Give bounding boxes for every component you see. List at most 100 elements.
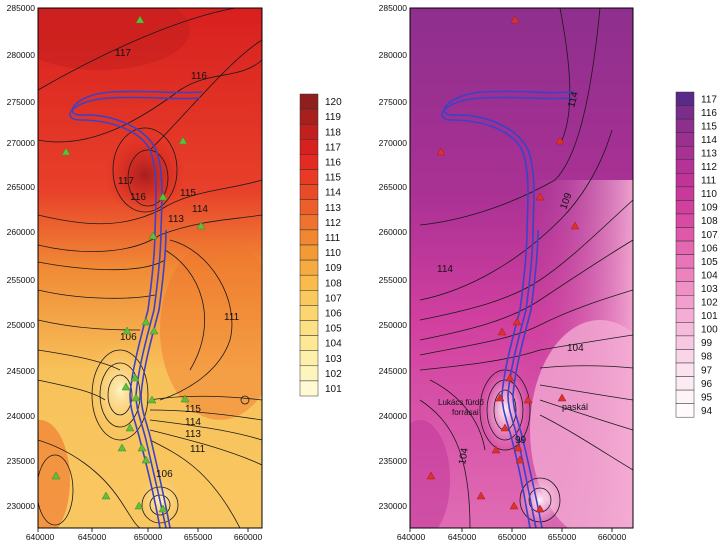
left-contour-label: 114 xyxy=(185,417,201,428)
legend-label: 102 xyxy=(701,298,718,309)
legend-label: 106 xyxy=(325,308,342,319)
legend-swatch xyxy=(675,91,695,106)
left-contour-label: 116 xyxy=(191,71,207,82)
legend-label: 98 xyxy=(701,352,713,363)
legend-swatch xyxy=(675,281,695,296)
legend-label: 104 xyxy=(325,339,342,350)
well-marker-icon xyxy=(135,15,145,24)
left-legend: 120 119 118 117 116 115 114 113 112 111 110 109 108 1… xyxy=(299,93,342,397)
legend-label: 107 xyxy=(701,230,718,241)
legend-label: 117 xyxy=(701,94,717,105)
well-marker-icon xyxy=(512,317,522,326)
well-marker-icon xyxy=(158,192,168,201)
legend-swatch xyxy=(299,335,319,351)
x-tick-label: 645000 xyxy=(78,532,107,542)
left-contour-labels: 117 116 117 116 115 114 113 111 106 115 … xyxy=(115,48,240,480)
legend-swatch xyxy=(299,93,319,110)
well-marker-icon xyxy=(535,192,545,201)
legend-label: 107 xyxy=(325,293,342,304)
legend-swatch xyxy=(299,290,319,306)
legend-swatch xyxy=(299,229,319,246)
x-tick-label: 645000 xyxy=(448,532,477,542)
legend-label: 120 xyxy=(325,97,342,108)
well-marker-icon xyxy=(557,393,567,402)
well-marker-icon xyxy=(497,327,507,336)
right-y-axis: 285000 280000 275000 270000 265000 26000… xyxy=(379,3,408,511)
legend-swatch xyxy=(675,349,695,364)
legend-swatch xyxy=(675,173,695,188)
legend-swatch xyxy=(299,350,319,367)
legend-label: 117 xyxy=(325,142,341,153)
y-tick-label: 235000 xyxy=(379,456,408,466)
legend-label: 115 xyxy=(325,173,341,184)
legend-swatch xyxy=(675,267,695,282)
right-contour-label: 104 xyxy=(567,343,584,354)
y-tick-label: 250000 xyxy=(379,320,408,330)
left-x-axis: 640000 645000 650000 655000 660000 xyxy=(26,532,263,542)
well-marker-icon xyxy=(130,373,140,382)
legend-swatch xyxy=(675,403,695,418)
well-marker-icon xyxy=(555,136,565,145)
well-marker-icon xyxy=(147,395,157,404)
left-contour-label: 106 xyxy=(120,332,137,343)
legend-label: 105 xyxy=(325,324,342,335)
well-marker-icon xyxy=(509,501,519,510)
well-marker-icon xyxy=(196,221,206,230)
spring-group-label-line1: Lukács fürdő xyxy=(438,398,484,407)
legend-swatch xyxy=(675,105,695,120)
left-contour-label: 111 xyxy=(190,444,206,455)
legend-swatch xyxy=(675,227,695,242)
well-marker-icon xyxy=(125,423,135,432)
well-marker-icon xyxy=(51,471,61,480)
legend-label: 118 xyxy=(325,127,341,138)
legend-swatch xyxy=(299,139,319,155)
y-tick-label: 285000 xyxy=(379,3,408,13)
legend-label: 115 xyxy=(701,121,717,132)
legend-label: 109 xyxy=(325,263,342,274)
legend-swatch xyxy=(675,322,695,337)
legend-swatch xyxy=(299,184,319,200)
spring-group-label: Lukács fürdő forrásai xyxy=(438,398,486,417)
legend-label: 100 xyxy=(701,325,718,336)
well-marker-icon xyxy=(491,445,501,454)
well-marker-icon xyxy=(180,394,190,403)
legend-label: 101 xyxy=(325,384,342,395)
well-marker-icon xyxy=(523,395,533,404)
y-tick-label: 255000 xyxy=(7,275,36,285)
legend-swatch xyxy=(675,118,695,133)
well-marker-icon xyxy=(495,393,505,402)
y-tick-label: 245000 xyxy=(379,366,408,376)
legend-swatch xyxy=(675,389,695,404)
left-map-field xyxy=(38,8,262,528)
legend-label: 116 xyxy=(701,108,717,119)
left-axis-ticks xyxy=(37,528,249,532)
legend-label: 94 xyxy=(701,406,713,417)
legend-label: 105 xyxy=(701,257,718,268)
y-tick-label: 275000 xyxy=(379,97,408,107)
well-marker-icon xyxy=(134,501,144,510)
well-marker-icon xyxy=(101,491,111,500)
legend-swatch xyxy=(675,213,695,228)
left-contour-label: 115 xyxy=(180,188,196,199)
legend-swatch xyxy=(675,362,695,377)
well-marker-icon xyxy=(476,491,486,500)
legend-swatch xyxy=(299,320,319,336)
legend-label: 103 xyxy=(701,284,718,295)
left-contour-label: 117 xyxy=(118,176,134,187)
legend-swatch xyxy=(675,376,695,391)
legend-label: 116 xyxy=(325,157,341,168)
left-contour-label: 116 xyxy=(130,192,146,203)
right-annotations: Lukács fürdő forrásai paskál xyxy=(438,398,588,417)
legend-swatch xyxy=(299,305,319,321)
well-marker-icon xyxy=(148,231,158,240)
well-marker-icon xyxy=(436,147,446,156)
legend-label: 104 xyxy=(701,270,718,281)
y-tick-label: 255000 xyxy=(379,275,408,285)
x-tick-label: 655000 xyxy=(184,532,213,542)
legend-swatch xyxy=(675,335,695,350)
legend-swatch xyxy=(299,108,319,125)
legend-label: 112 xyxy=(325,218,341,229)
left-map: 117 116 117 116 115 114 113 111 106 115 … xyxy=(7,3,263,542)
legend-swatch xyxy=(675,200,695,215)
legend-label: 103 xyxy=(325,354,342,365)
